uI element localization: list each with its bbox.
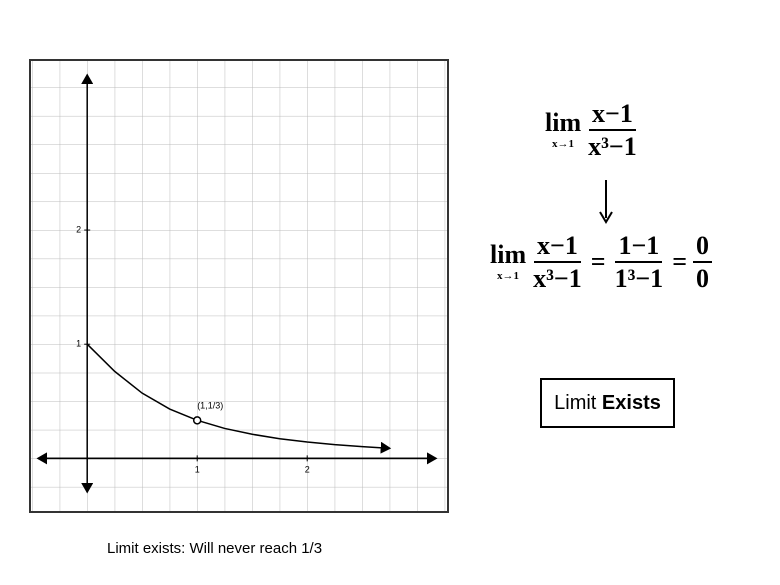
lim-sub: x→1 <box>552 138 575 151</box>
equals: = <box>672 247 688 277</box>
caption: Limit exists: Will never reach 1/3 <box>107 540 323 557</box>
numerator: x−1 <box>589 100 636 132</box>
down-arrow <box>599 180 613 224</box>
denominator: 0 <box>696 264 710 294</box>
fraction: x−1 x³−1 <box>585 100 640 161</box>
denominator: 1³−1 <box>614 264 664 294</box>
numerator: 0 <box>693 232 713 264</box>
fraction: x−1 x³−1 <box>530 232 585 293</box>
lim-word: lim <box>490 240 527 270</box>
lim-sub: x→1 <box>497 270 520 283</box>
x-tick-label: 1 <box>195 465 200 475</box>
point-label: (1,1/3) <box>197 401 223 411</box>
box-text: Limit <box>554 391 597 414</box>
grid <box>29 59 449 513</box>
y-tick-label: 1 <box>76 339 81 349</box>
numerator: 1−1 <box>615 232 663 264</box>
equation-1: lim x→1 x−1 x³−1 <box>545 100 640 161</box>
numerator: x−1 <box>534 232 581 264</box>
denominator: x³−1 <box>588 132 637 162</box>
result-box: Limit Exists <box>540 378 675 428</box>
x-tick-label: 2 <box>305 465 310 475</box>
y-tick-label: 2 <box>76 224 81 234</box>
box-text-bold: Exists <box>601 391 661 414</box>
lim-word: lim <box>545 108 582 138</box>
hole-point <box>192 416 202 425</box>
denominator: x³−1 <box>533 264 582 294</box>
fraction: 1−1 1³−1 <box>612 232 667 293</box>
curve <box>86 343 392 454</box>
lim: lim x→1 <box>545 110 581 150</box>
equals: = <box>590 247 606 277</box>
lim: lim x→1 <box>490 242 526 282</box>
